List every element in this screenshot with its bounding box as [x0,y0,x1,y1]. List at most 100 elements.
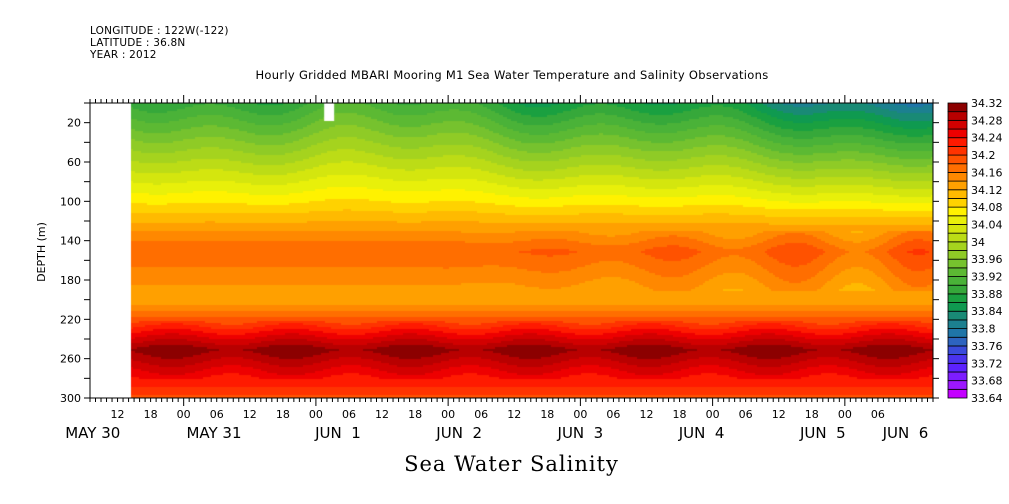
colorbar-label: 34.2 [971,149,996,162]
colorbar-band [947,145,968,156]
colorbar-band [947,354,968,364]
x-hour-label: 06 [210,408,224,421]
colorbar-band [947,206,968,217]
chart-title: Hourly Gridded MBARI Mooring M1 Sea Wate… [255,68,769,82]
x-hour-label: 18 [408,408,422,421]
colorbar-label: 34.04 [971,218,1003,231]
x-hour-label: 18 [805,408,819,421]
colorbar-label: 33.92 [971,271,1003,284]
colorbar-band [947,362,968,373]
colorbar-label: 34.16 [971,166,1003,179]
x-hour-label: 18 [673,408,687,421]
x-axis-label: Sea Water Salinity [404,452,619,476]
colorbar-band [947,224,968,234]
x-hour-label: 12 [639,408,653,421]
colorbar-label: 33.68 [971,375,1003,388]
x-day-label: JUN 2 [435,424,482,442]
x-hour-label: 00 [309,408,323,421]
colorbar-band [947,380,968,390]
colorbar-label: 33.64 [971,392,1003,405]
colorbar-band [947,328,968,338]
colorbar-band [947,319,968,329]
colorbar-band [947,111,968,121]
colorbar-band [947,241,968,251]
x-hour-label: 18 [276,408,290,421]
colorbar-label: 33.84 [971,305,1003,318]
x-hour-label: 12 [375,408,389,421]
colorbar-label: 34.24 [971,132,1003,145]
y-tick-label: 60 [67,156,81,169]
y-tick-label: 220 [60,313,81,326]
x-hour-label: 12 [111,408,125,421]
x-day-label: MAY 31 [186,424,241,442]
colorbar-label: 34.28 [971,114,1003,127]
x-hour-label: 00 [177,408,191,421]
colorbar-label: 33.88 [971,288,1003,301]
colorbar-label: 33.8 [971,323,996,336]
colorbar-label: 34.08 [971,201,1003,214]
colorbar-band [947,302,968,312]
colorbar-label: 34.32 [971,97,1003,110]
x-day-label: JUN 1 [314,424,361,442]
x-hour-label: 00 [838,408,852,421]
plot-frame [89,102,934,399]
colorbar-band [947,189,968,199]
colorbar-band [947,232,968,243]
colorbar-label: 33.76 [971,340,1003,353]
x-day-label: JUN 3 [557,424,604,442]
colorbar-band [947,310,968,321]
salinity-contour-field [90,103,933,398]
x-day-label: MAY 30 [65,424,120,442]
colorbar-band [947,137,968,147]
y-tick-label: 300 [60,392,81,405]
x-day-label: JUN 4 [678,424,725,442]
colorbar-label: 33.96 [971,253,1003,266]
colorbar-band [947,128,968,139]
y-tick-label: 140 [60,235,81,248]
x-hour-label: 18 [144,408,158,421]
colorbar: 34.32 34.28 34.24 34.2 34.16 34.12 34.08 34.04 3… [947,97,1003,405]
x-hour-label: 06 [606,408,620,421]
colorbar-band [947,119,968,130]
colorbar-label: 34 [971,236,985,249]
colorbar-band [947,371,968,382]
y-tick-label: 180 [60,274,81,287]
colorbar-label: 34.12 [971,184,1003,197]
colorbar-band [947,198,968,208]
x-hour-label: 06 [871,408,885,421]
x-hour-label: 12 [507,408,521,421]
colorbar-band [947,293,968,303]
colorbar-band [947,336,968,347]
colorbar-band [947,250,968,260]
colorbar-band [947,154,968,165]
x-hour-label: 12 [243,408,257,421]
y-tick-label: 100 [60,195,81,208]
colorbar-band [947,258,968,269]
y-axis: 20 60 100 140 180 220 260 300 [60,102,939,405]
colorbar-band [947,345,968,356]
x-day-label: JUN 5 [799,424,846,442]
colorbar-label: 33.72 [971,357,1003,370]
y-tick-label: 20 [67,117,81,130]
x-day-label: JUN 6 [882,424,929,442]
x-hour-label: 00 [706,408,720,421]
colorbar-band [947,102,968,113]
colorbar-band [947,163,968,173]
x-hour-label: 00 [573,408,587,421]
plot-border [89,102,934,399]
colorbar-band [947,172,968,182]
latitude-label: LATITUDE : 36.8N [90,37,186,49]
colorbar-band [947,284,968,295]
x-hour-label: 18 [540,408,554,421]
colorbar-band [947,388,968,399]
y-tick-label: 260 [60,353,81,366]
colorbar-band [947,215,968,225]
x-hour-label: 00 [441,408,455,421]
y-axis-label: DEPTH (m) [35,222,48,282]
year-label: YEAR : 2012 [90,49,157,61]
x-hour-label: 06 [342,408,356,421]
colorbar-band [947,180,968,191]
x-hour-label: 06 [474,408,488,421]
colorbar-band [947,276,968,286]
